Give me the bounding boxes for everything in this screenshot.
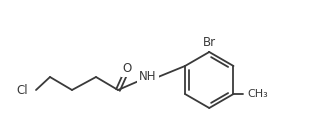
Text: Br: Br: [203, 37, 216, 50]
Text: CH₃: CH₃: [248, 89, 268, 99]
Text: Cl: Cl: [16, 84, 28, 96]
Text: O: O: [122, 62, 132, 76]
Text: NH: NH: [139, 70, 157, 84]
